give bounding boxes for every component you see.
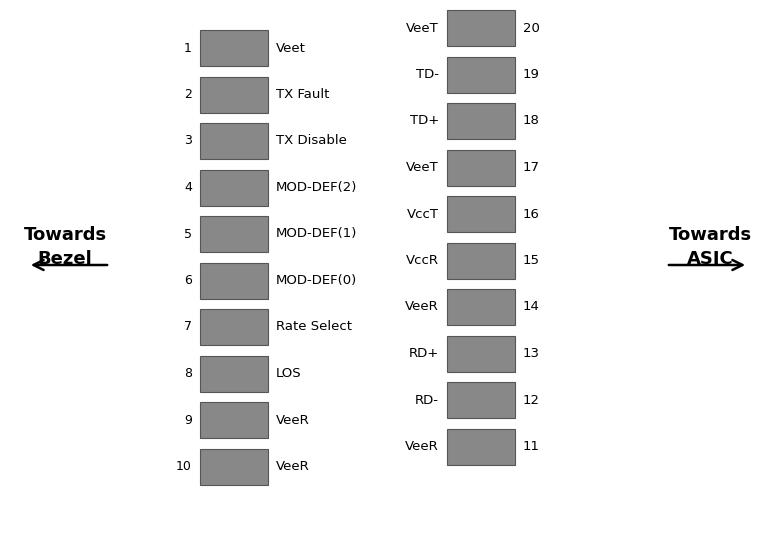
Text: 7: 7 bbox=[184, 320, 192, 333]
Text: Rate Select: Rate Select bbox=[276, 320, 352, 333]
Bar bbox=[200, 170, 268, 205]
Text: VeeR: VeeR bbox=[276, 460, 309, 473]
Text: 14: 14 bbox=[523, 300, 540, 313]
Bar bbox=[200, 123, 268, 159]
Bar bbox=[447, 289, 515, 325]
Text: 1: 1 bbox=[184, 42, 192, 55]
Text: MOD-DEF(2): MOD-DEF(2) bbox=[276, 181, 358, 194]
Text: Veet: Veet bbox=[276, 42, 306, 55]
Bar bbox=[447, 335, 515, 371]
Text: 16: 16 bbox=[523, 208, 540, 221]
Text: VeeT: VeeT bbox=[406, 161, 439, 174]
Text: VeeR: VeeR bbox=[405, 300, 439, 313]
Bar bbox=[200, 402, 268, 438]
Bar bbox=[447, 103, 515, 139]
Bar bbox=[200, 76, 268, 113]
Text: VeeR: VeeR bbox=[405, 440, 439, 453]
Bar bbox=[200, 448, 268, 485]
Bar bbox=[447, 150, 515, 185]
Text: 8: 8 bbox=[184, 367, 192, 380]
Text: MOD-DEF(1): MOD-DEF(1) bbox=[276, 228, 358, 241]
Text: 5: 5 bbox=[184, 228, 192, 241]
Text: LOS: LOS bbox=[276, 367, 302, 380]
Bar bbox=[447, 382, 515, 418]
Bar bbox=[447, 10, 515, 46]
Text: 4: 4 bbox=[184, 181, 192, 194]
Bar bbox=[200, 262, 268, 299]
Text: VccT: VccT bbox=[407, 208, 439, 221]
Text: 9: 9 bbox=[184, 414, 192, 427]
Text: RD+: RD+ bbox=[409, 347, 439, 360]
Text: 6: 6 bbox=[184, 274, 192, 287]
Text: TD+: TD+ bbox=[410, 114, 439, 127]
Text: TD-: TD- bbox=[416, 68, 439, 81]
Text: 10: 10 bbox=[176, 460, 192, 473]
Bar bbox=[447, 196, 515, 232]
Bar bbox=[200, 30, 268, 66]
Text: 20: 20 bbox=[523, 22, 540, 35]
Text: Towards: Towards bbox=[669, 226, 751, 244]
Text: RD-: RD- bbox=[415, 393, 439, 406]
Bar bbox=[200, 309, 268, 345]
Text: 2: 2 bbox=[184, 88, 192, 101]
Text: 3: 3 bbox=[184, 134, 192, 147]
Bar bbox=[447, 429, 515, 464]
Bar bbox=[200, 216, 268, 252]
Text: VeeT: VeeT bbox=[406, 22, 439, 35]
Text: ASIC: ASIC bbox=[686, 250, 733, 268]
Text: VccR: VccR bbox=[406, 254, 439, 267]
Text: 11: 11 bbox=[523, 440, 540, 453]
Text: 13: 13 bbox=[523, 347, 540, 360]
Bar bbox=[200, 356, 268, 391]
Text: 19: 19 bbox=[523, 68, 540, 81]
Text: 12: 12 bbox=[523, 393, 540, 406]
Text: 15: 15 bbox=[523, 254, 540, 267]
Text: VeeR: VeeR bbox=[276, 414, 309, 427]
Bar bbox=[447, 242, 515, 279]
Text: 18: 18 bbox=[523, 114, 540, 127]
Text: Bezel: Bezel bbox=[38, 250, 93, 268]
Text: 17: 17 bbox=[523, 161, 540, 174]
Text: Towards: Towards bbox=[24, 226, 106, 244]
Bar bbox=[447, 56, 515, 93]
Text: TX Disable: TX Disable bbox=[276, 134, 347, 147]
Text: TX Fault: TX Fault bbox=[276, 88, 329, 101]
Text: MOD-DEF(0): MOD-DEF(0) bbox=[276, 274, 357, 287]
